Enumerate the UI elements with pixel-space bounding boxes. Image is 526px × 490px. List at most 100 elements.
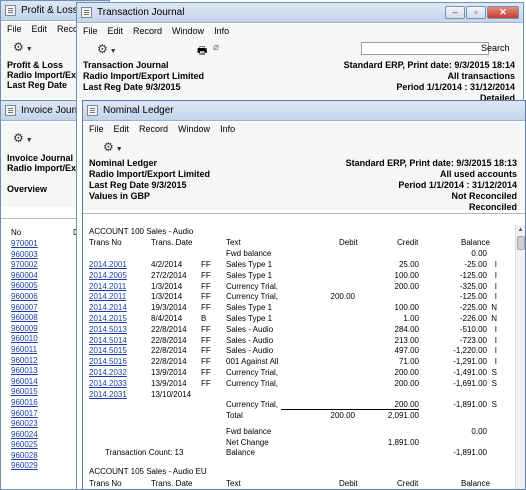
minimize-button[interactable]: – [445,6,465,19]
print-icon[interactable]: 🖶 [197,45,208,57]
menu-file[interactable]: File [89,124,104,134]
menu-edit[interactable]: Edit [113,124,130,134]
nominal-ledger-titlebar[interactable]: Nominal Ledger [83,101,525,121]
menu-record[interactable]: Reco [57,24,79,34]
transaction-journal-titlebar[interactable]: Transaction Journal – ▫ ✕ [77,3,523,23]
scroll-up-icon[interactable]: ▲ [517,227,524,233]
invoice-link[interactable]: 960017 [11,408,38,418]
invoice-link[interactable]: 960005 [11,281,38,291]
trans-text: Currency Trial, [226,378,279,388]
ledger-row: 2014.2001 4/2/2014 FF Sales Type 1 25.00 -25.… [83,260,515,270]
menu-record[interactable]: Record [133,26,163,36]
trans-text: Sales - Audio [226,324,274,334]
invoice-link[interactable]: 960014 [11,376,38,386]
trans-no-link[interactable]: 2014.2033 [89,378,127,388]
trans-debit: 200.00 [330,292,355,302]
window-title: Profit & Loss [21,5,78,16]
search-input[interactable] [361,42,489,55]
trans-credit: 100.00 [394,303,419,313]
last-reg-date: Last Reg Date [7,80,68,90]
invoice-link[interactable]: 960025 [11,440,38,450]
invoice-link[interactable]: 960006 [11,291,38,301]
selection: All transactions [447,71,515,81]
invoice-link[interactable]: 960007 [11,302,38,312]
trans-no-link[interactable]: 2014.2032 [89,368,127,377]
last-reg-date: Last Reg Date 9/3/2015 [83,82,181,92]
invoice-link[interactable]: 960023 [11,419,38,429]
total-row: Total 200.00 2,091.00 [226,411,419,420]
trans-text: Sales - Audio [226,346,274,356]
trans-credit: 1.00 [403,314,419,323]
report-header: Nominal Ledger Radio Import/Export Limit… [83,158,525,212]
close-button[interactable]: ✕ [487,6,519,19]
invoice-link[interactable]: 970002 [11,260,38,270]
menu-window[interactable]: Window [172,26,205,36]
divider [1,218,109,219]
col-trans-date: Trans. Date [151,238,193,247]
trans-no-link[interactable]: 2014.5015 [89,346,127,356]
menu-window[interactable]: Window [178,124,211,134]
trans-mark: I [494,324,497,334]
invoice-link[interactable]: 960028 [11,450,38,460]
menu-info[interactable]: Info [220,124,236,134]
trans-date: 1/3/2014 [151,281,183,291]
menu-file[interactable]: File [7,24,22,34]
invoice-link[interactable]: 960008 [11,313,38,323]
menu-edit[interactable]: Edit [31,24,48,34]
vertical-scrollbar[interactable]: ▲ [515,225,525,489]
col-trans-no: Trans No [89,238,122,247]
trans-no-link[interactable]: 2014.5013 [89,324,127,334]
trans-balance: -125.00 [459,292,487,302]
invoice-link[interactable]: 960003 [11,249,38,259]
actions-menu-button[interactable]: ⚙ ▼ [13,40,33,54]
invoice-link[interactable]: 960011 [11,344,38,354]
menubar: File Edit Record Window Info [83,122,525,136]
scrollbar-thumb[interactable] [517,236,525,250]
invoice-link[interactable]: 960015 [11,387,38,397]
menu-file[interactable]: File [83,26,98,36]
attachment-icon[interactable]: ⌀ [213,42,220,53]
trans-no-link[interactable]: 2014.5014 [89,335,127,345]
invoice-link[interactable]: 960012 [11,355,38,365]
menu-info[interactable]: Info [214,26,230,36]
trans-no-link[interactable]: 2014.2011 [89,292,127,302]
invoice-link[interactable]: 960004 [11,270,38,280]
trans-no-link[interactable]: 2014.2014 [89,303,127,313]
trans-text: Currency Trial, [226,292,279,302]
trans-no-link[interactable]: 2014.2011 [89,281,127,291]
trans-date: 1/3/2014 [151,292,183,302]
actions-menu-button[interactable]: ⚙ ▼ [97,42,117,56]
gear-icon: ⚙ [13,40,24,54]
trans-no-link[interactable]: 2014.2005 [89,270,127,280]
invoice-link[interactable]: 960009 [11,323,38,333]
invoice-link[interactable]: 960029 [11,461,38,471]
actions-menu-button[interactable]: ⚙ ▼ [13,131,33,145]
trans-no-link[interactable]: 2014.5016 [89,357,127,367]
invoice-link[interactable]: 960016 [11,397,38,407]
invoice-link[interactable]: 970001 [11,239,38,248]
ledger-row: 2014.2005 27/2/2014 FF Sales Type 1 100.00 -1… [83,271,515,281]
menu-record[interactable]: Record [139,124,169,134]
trans-text: Sales Type 1 [226,314,273,323]
window-icon [5,105,16,116]
invoice-list: 970001 960003 970002 960004 960005 960006 9600… [11,239,38,472]
trans-no-link[interactable]: 2014.2015 [89,314,127,323]
invoice-link[interactable]: 960024 [11,429,38,439]
column-header-d: D [73,228,79,237]
trans-credit: 200.00 [394,281,419,291]
report-title: Nominal Ledger [89,158,158,168]
trans-no-link[interactable]: 2014.2001 [89,260,127,269]
trans-mark: I [494,281,497,291]
nominal-ledger-window[interactable]: Nominal Ledger File Edit Record Window I… [82,100,526,490]
maximize-button[interactable]: ▫ [466,6,486,19]
trans-balance: -1,491.00 [453,368,487,377]
menubar: File Edit Record Window Info [77,24,523,38]
invoice-link[interactable]: 960010 [11,334,38,344]
actions-menu-button[interactable]: ⚙ ▼ [103,140,123,154]
trans-no-link[interactable]: 2014.2031 [89,389,127,399]
trans-flag: FF [201,378,211,388]
invoice-link[interactable]: 960013 [11,366,38,376]
menu-edit[interactable]: Edit [107,26,124,36]
ledger-row: 2014.5014 22/8/2014 FF Sales - Audio 213.00 -… [83,336,515,346]
total-underline [281,409,419,410]
